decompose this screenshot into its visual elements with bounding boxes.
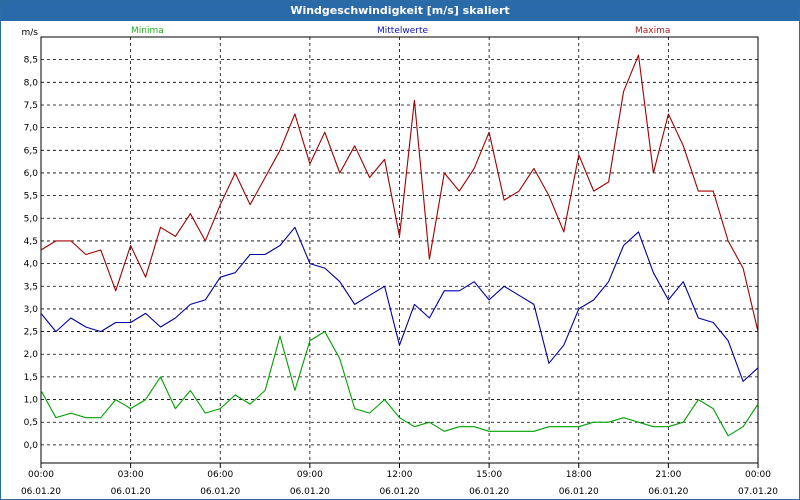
x-tick-date: 06.01.20	[469, 487, 509, 497]
x-tick-time: 06:00	[207, 470, 233, 480]
y-tick-label: 0,0	[24, 441, 39, 451]
y-tick-label: 6,5	[24, 146, 38, 156]
y-tick-label: 7,0	[24, 124, 39, 134]
x-tick-time: 15:00	[476, 470, 502, 480]
series-line-maxima	[40, 54, 759, 332]
series-line-minima	[40, 331, 759, 437]
y-tick-label: 4,0	[24, 260, 39, 270]
legend-minima: Minima	[131, 26, 164, 36]
y-tick-label: 4,5	[24, 237, 38, 247]
legend-mittelwerte: Mittelwerte	[377, 26, 429, 36]
y-tick-label: 3,5	[24, 282, 38, 292]
x-tick-time: 00:00	[745, 470, 771, 480]
x-tick-date: 06.01.20	[200, 487, 240, 497]
x-tick-date: 06.01.20	[111, 487, 151, 497]
x-tick-date: 07.01.20	[738, 487, 778, 497]
x-tick-time: 03:00	[118, 470, 144, 480]
y-tick-label: 1,0	[24, 396, 39, 406]
y-axis-label: m/s	[22, 28, 39, 38]
y-tick-label: 1,5	[24, 373, 38, 383]
y-tick-label: 2,5	[24, 328, 38, 338]
y-tick-label: 3,0	[24, 305, 39, 315]
x-tick-time: 21:00	[655, 470, 681, 480]
x-tick-time: 12:00	[387, 470, 413, 480]
y-tick-label: 8,0	[24, 78, 39, 88]
series-line-mittelwerte	[40, 226, 759, 382]
chart-title: Windgeschwindigkeit [m/s] skaliert	[1, 1, 799, 21]
y-tick-label: 5,5	[24, 192, 38, 202]
x-tick-time: 00:00	[28, 470, 54, 480]
x-tick-date: 06.01.20	[648, 487, 688, 497]
x-tick-time: 18:00	[566, 470, 592, 480]
y-tick-label: 5,0	[24, 214, 39, 224]
y-tick-label: 6,0	[24, 169, 39, 179]
x-tick-date: 06.01.20	[559, 487, 599, 497]
y-tick-label: 0,5	[24, 418, 38, 428]
y-tick-label: 7,5	[24, 101, 38, 111]
legend-maxima: Maxima	[635, 26, 671, 36]
x-tick-date: 06.01.20	[379, 487, 419, 497]
plot-area: 0,0 0,5 1,0 1,5 2,0 2,5 3,0 3,5 4,0 4,5 5,0 5,5 6,0 6…	[21, 28, 778, 497]
y-tick-label: 2,0	[24, 350, 39, 360]
x-tick-date: 06.01.20	[21, 487, 61, 497]
y-tick-label: 8,5	[24, 56, 38, 66]
x-tick-time: 09:00	[297, 470, 323, 480]
x-tick-date: 06.01.20	[290, 487, 330, 497]
